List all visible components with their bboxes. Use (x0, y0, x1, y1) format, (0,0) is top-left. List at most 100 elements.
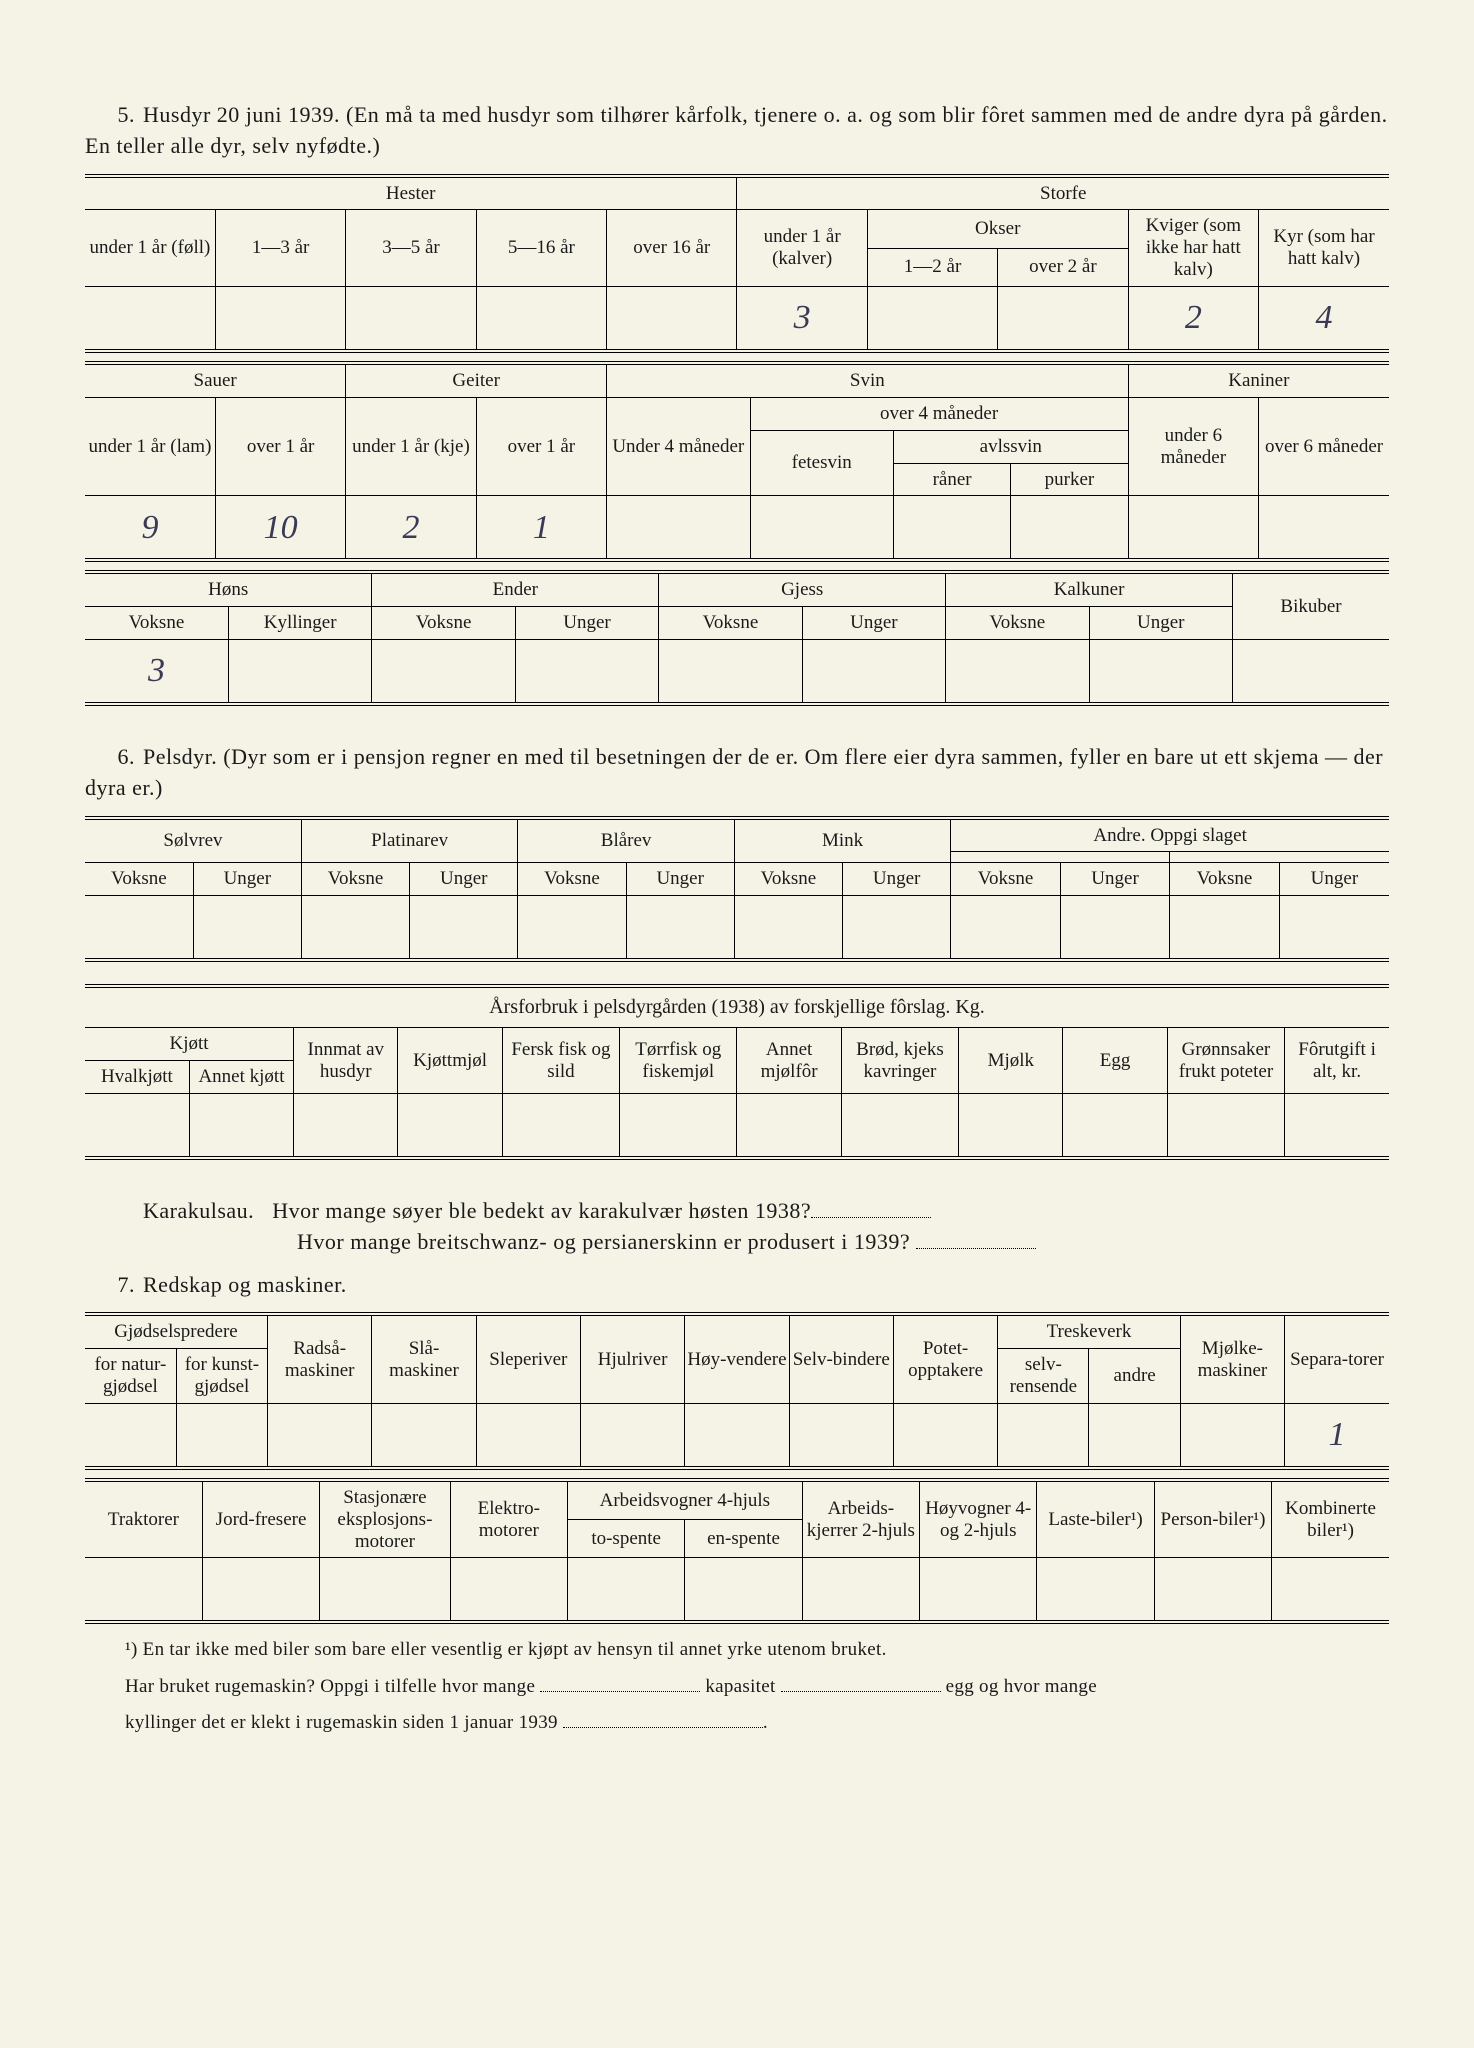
karakul-q1-blank[interactable] (811, 1217, 931, 1218)
cell-platinarev-v[interactable] (301, 896, 409, 961)
cell-potet[interactable] (893, 1403, 997, 1468)
cell-radsa[interactable] (268, 1403, 372, 1468)
cell-solvrev-v[interactable] (85, 896, 193, 961)
cell-hest-3-5[interactable] (346, 286, 476, 351)
cell-kje[interactable]: 2 (346, 496, 476, 561)
cell-gronnsaker[interactable] (1167, 1094, 1284, 1159)
cell-platinarev-u[interactable] (410, 896, 518, 961)
cell-mjolke[interactable] (1180, 1403, 1284, 1468)
cell-innmat[interactable] (294, 1094, 398, 1159)
cell-andre1-u[interactable] (1060, 896, 1170, 961)
cell-kalver[interactable]: 3 (737, 286, 867, 351)
cell-annetkjott[interactable] (189, 1094, 293, 1159)
rugemaskin-blank3[interactable] (563, 1727, 763, 1728)
col-arbeidskjerrer: Arbeids-kjerrer 2-hjuls (802, 1480, 919, 1558)
cell-blarev-u[interactable] (626, 896, 734, 961)
col-kalkuner-voksne: Voksne (946, 607, 1089, 640)
cell-sau-over1[interactable]: 10 (215, 496, 345, 561)
col-avlssvin: avlssvin (893, 430, 1128, 463)
hdr-andre-blank1[interactable] (951, 852, 1170, 863)
cell-blarev-v[interactable] (518, 896, 626, 961)
cell-ferskfisk[interactable] (502, 1094, 619, 1159)
cell-traktorer[interactable] (85, 1558, 202, 1623)
cell-fetesvin[interactable] (750, 496, 893, 561)
cell-hons-kyllinger[interactable] (228, 640, 371, 705)
cell-hest-1-3[interactable] (215, 286, 345, 351)
cell-hest-over16[interactable] (607, 286, 737, 351)
cell-hvalkjott[interactable] (85, 1094, 189, 1159)
col-gjess-voksne: Voksne (659, 607, 802, 640)
cell-geit-over1[interactable]: 1 (476, 496, 606, 561)
cell-kombinerte[interactable] (1272, 1558, 1389, 1623)
cell-stasjonaere[interactable] (320, 1558, 450, 1623)
cell-selvbindere[interactable] (789, 1403, 893, 1468)
cell-selvrensende[interactable] (998, 1403, 1089, 1468)
cell-ender-unger[interactable] (515, 640, 658, 705)
cell-hoyvendere[interactable] (685, 1403, 789, 1468)
cell-mink-v[interactable] (734, 896, 842, 961)
cell-kalkuner-unger[interactable] (1089, 640, 1232, 705)
col-sau-over1: over 1 år (215, 397, 345, 496)
cell-personbiler[interactable] (1154, 1558, 1271, 1623)
cell-ender-voksne[interactable] (372, 640, 515, 705)
cell-egg[interactable] (1063, 1094, 1167, 1159)
cell-andre2-v[interactable] (1170, 896, 1280, 961)
cell-hest-5-16[interactable] (476, 286, 606, 351)
hdr-andre-blank2[interactable] (1170, 852, 1389, 863)
cell-gjess-voksne[interactable] (659, 640, 802, 705)
cell-kalkuner-voksne[interactable] (946, 640, 1089, 705)
cell-foll[interactable] (85, 286, 215, 351)
cell-naturgjodsel[interactable] (85, 1403, 176, 1468)
cell-hons-voksne[interactable]: 3 (85, 640, 228, 705)
rugemaskin-p2: egg og hvor mange (946, 1676, 1097, 1697)
cell-kjottmjol[interactable] (398, 1094, 502, 1159)
cell-brod[interactable] (841, 1094, 958, 1159)
col-gjess-unger: Unger (802, 607, 945, 640)
col-kanin-over6: over 6 måneder (1259, 397, 1389, 496)
col-egg: Egg (1063, 1028, 1167, 1094)
table-equipment-1: Gjødselspredere Radså-maskiner Slå-maski… (85, 1312, 1389, 1470)
cell-lam[interactable]: 9 (85, 496, 215, 561)
col-selvbindere: Selv-bindere (789, 1314, 893, 1403)
cell-purker[interactable] (1011, 496, 1128, 561)
cell-arbeidskjerrer[interactable] (802, 1558, 919, 1623)
cell-separatorer[interactable]: 1 (1285, 1403, 1389, 1468)
cell-annetmjol[interactable] (737, 1094, 841, 1159)
rugemaskin-blank2[interactable] (781, 1691, 941, 1692)
cell-forutgift[interactable] (1285, 1094, 1389, 1159)
cell-mjolk[interactable] (959, 1094, 1063, 1159)
rugemaskin-blank1[interactable] (540, 1691, 700, 1692)
cell-hjulriver[interactable] (580, 1403, 684, 1468)
col-lastebiler: Laste-biler¹) (1037, 1480, 1154, 1558)
cell-enspente[interactable] (685, 1558, 802, 1623)
cell-solvrev-u[interactable] (193, 896, 301, 961)
cell-sleperiver[interactable] (476, 1403, 580, 1468)
cell-okser-over2[interactable] (998, 286, 1128, 351)
cell-torrfisk[interactable] (620, 1094, 737, 1159)
cell-andre1-v[interactable] (951, 896, 1061, 961)
cell-raner[interactable] (893, 496, 1010, 561)
cell-kyr[interactable]: 4 (1259, 286, 1389, 351)
cell-svin-under4[interactable] (607, 496, 750, 561)
cell-kviger[interactable]: 2 (1128, 286, 1258, 351)
cell-sla[interactable] (372, 1403, 476, 1468)
hdr-kaniner: Kaniner (1128, 363, 1389, 397)
cell-andre2-u[interactable] (1279, 896, 1389, 961)
cell-kanin-over6[interactable] (1259, 496, 1389, 561)
cell-gjess-unger[interactable] (802, 640, 945, 705)
hdr-ender: Ender (372, 572, 659, 606)
cell-lastebiler[interactable] (1037, 1558, 1154, 1623)
cell-bikuber[interactable] (1233, 640, 1390, 705)
cell-mink-u[interactable] (843, 896, 951, 961)
cell-tospente[interactable] (567, 1558, 684, 1623)
cell-kunstgjodsel[interactable] (176, 1403, 267, 1468)
cell-treske-andre[interactable] (1089, 1403, 1180, 1468)
col-treske-andre: andre (1089, 1349, 1180, 1404)
karakul-q2-blank[interactable] (916, 1248, 1036, 1249)
col-annetmjol: Annet mjølfôr (737, 1028, 841, 1094)
cell-kanin-under6[interactable] (1128, 496, 1258, 561)
cell-elektro[interactable] (450, 1558, 567, 1623)
cell-jordfresere[interactable] (202, 1558, 319, 1623)
cell-hoyvogner[interactable] (920, 1558, 1037, 1623)
cell-okser-1-2[interactable] (867, 286, 997, 351)
